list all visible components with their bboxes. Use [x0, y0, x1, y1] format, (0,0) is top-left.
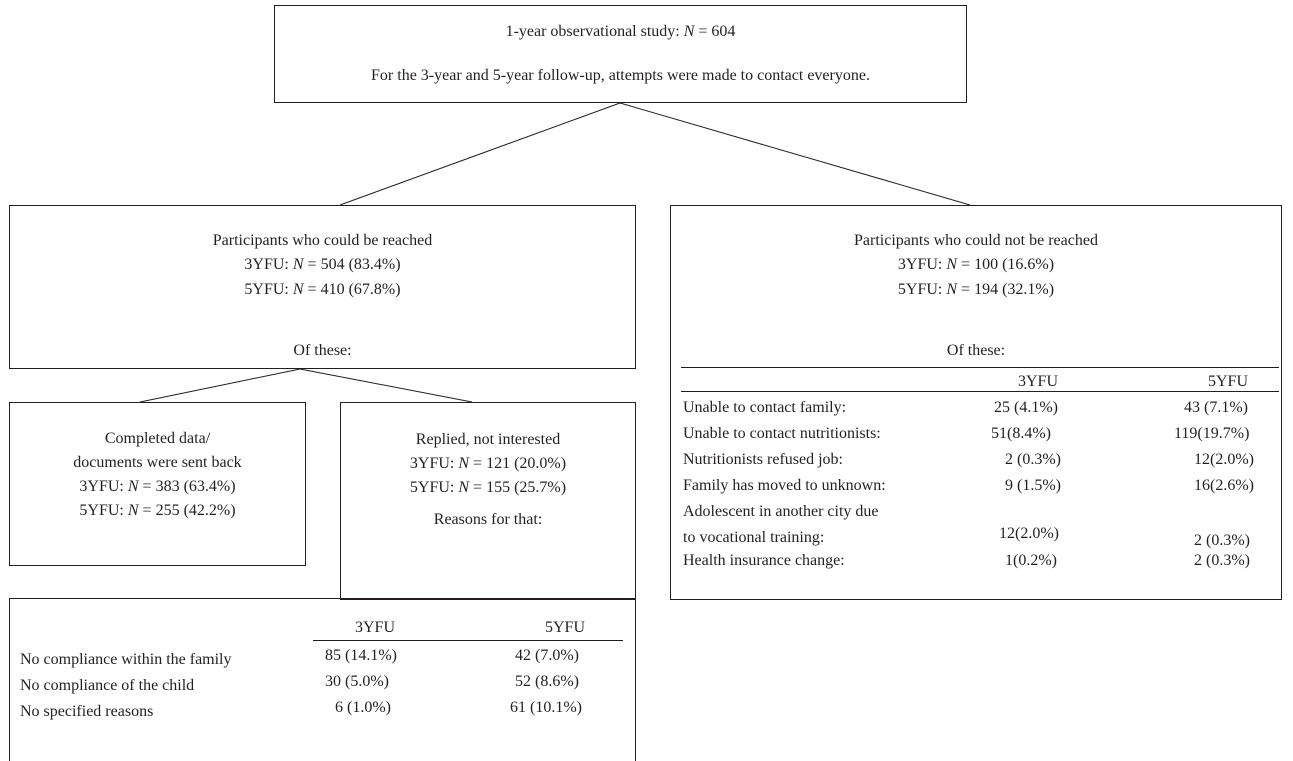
replied-reasons-label: Reasons for that: [433, 511, 543, 528]
not-reached-row-3yfu: 12(2.0%) [999, 525, 1059, 542]
connector-top-to-reached [339, 102, 621, 206]
reasons-row-label: No compliance within the family [20, 651, 232, 668]
reasons-row-3yfu: 30 (5.0%) [325, 673, 389, 690]
not-reached-row-3yfu: 2 (0.3%) [1005, 451, 1061, 468]
reasons-header-3yfu: 3YFU [355, 619, 396, 636]
completed-line-2: documents were sent back [73, 454, 242, 471]
reached-box: Participants who could be reached 3YFU: … [9, 205, 636, 369]
not-reached-row-label: to vocational training: [683, 529, 825, 546]
not-reached-row-label: Unable to contact nutritionists: [683, 425, 881, 442]
not-reached-row-5yfu: 16(2.6%) [1194, 477, 1254, 494]
not-reached-of-these: Of these: [946, 342, 1006, 359]
not-reached-table-header-rule [681, 391, 1279, 392]
not-reached-row-label: Health insurance change: [683, 552, 845, 569]
reasons-row-5yfu: 42 (7.0%) [515, 647, 579, 664]
not-reached-row-3yfu: 1(0.2%) [1005, 552, 1057, 569]
reasons-row-3yfu: 6 (1.0%) [335, 699, 391, 716]
not-reached-row-3yfu: 9 (1.5%) [1005, 477, 1061, 494]
not-reached-row-5yfu: 2 (0.3%) [1194, 532, 1250, 549]
not-reached-row-5yfu: 119(19.7%) [1174, 425, 1250, 442]
reasons-row-5yfu: 61 (10.1%) [510, 699, 582, 716]
follow-up-note: For the 3-year and 5-year follow-up, att… [371, 67, 870, 84]
not-reached-row-5yfu: 12(2.0%) [1194, 451, 1254, 468]
not-reached-row-3yfu: 51(8.4%) [991, 425, 1051, 442]
reached-title: Participants who could be reached [212, 232, 433, 249]
reasons-table-header-rule [313, 640, 623, 641]
reasons-row-label: No specified reasons [20, 703, 154, 720]
not-reached-5yfu: 5YFU: N = 194 (32.1%) [897, 281, 1055, 298]
not-reached-row-3yfu: 25 (4.1%) [994, 399, 1058, 416]
not-reached-row-5yfu: 43 (7.1%) [1184, 399, 1248, 416]
reached-3yfu: 3YFU: N = 504 (83.4%) [244, 256, 401, 273]
not-reached-row-label: Adolescent in another city due [683, 503, 879, 520]
not-reached-box: Participants who could not be reached 3Y… [670, 205, 1282, 600]
not-reached-row-label: Family has moved to unknown: [683, 477, 886, 494]
not-reached-header-3yfu: 3YFU [1018, 373, 1059, 390]
completed-3yfu: 3YFU: N = 383 (63.4%) [79, 478, 236, 495]
study-overview-box: 1-year observational study: N = 604 For … [274, 5, 967, 103]
reasons-row-5yfu: 52 (8.6%) [515, 673, 579, 690]
replied-5yfu: 5YFU: N = 155 (25.7%) [409, 479, 567, 496]
replied-box: Replied, not interested 3YFU: N = 121 (2… [340, 402, 636, 600]
reasons-row-3yfu: 85 (14.1%) [325, 647, 397, 664]
completed-5yfu: 5YFU: N = 255 (42.2%) [79, 502, 236, 519]
not-reached-row-label: Nutritionists refused job: [683, 451, 843, 468]
connector-reached-to-completed [139, 368, 301, 403]
not-reached-row-label: Unable to contact family: [683, 399, 847, 416]
reasons-row-label: No compliance of the child [20, 677, 195, 694]
not-reached-header-5yfu: 5YFU [1208, 373, 1249, 390]
not-reached-row-5yfu: 2 (0.3%) [1194, 552, 1250, 569]
not-reached-3yfu: 3YFU: N = 100 (16.6%) [897, 256, 1055, 273]
study-size-line: 1-year observational study: N = 604 [505, 23, 736, 40]
connector-reached-to-replied [299, 368, 473, 403]
not-reached-title: Participants who could not be reached [854, 232, 1098, 249]
replied-title: Replied, not interested [415, 431, 561, 448]
completed-box: Completed data/ documents were sent back… [9, 402, 306, 566]
reasons-header-5yfu: 5YFU [545, 619, 586, 636]
reasons-table-box: 3YFU 5YFU No compliance within the famil… [9, 598, 636, 761]
replied-3yfu: 3YFU: N = 121 (20.0%) [409, 455, 567, 472]
not-reached-table-top-rule [681, 367, 1279, 368]
connector-top-to-not-reached [619, 102, 971, 206]
reached-of-these: Of these: [293, 342, 352, 359]
reasons-table-top-rule [9, 598, 636, 599]
completed-line-1: Completed data/ [104, 430, 211, 447]
reached-5yfu: 5YFU: N = 410 (67.8%) [244, 281, 401, 298]
